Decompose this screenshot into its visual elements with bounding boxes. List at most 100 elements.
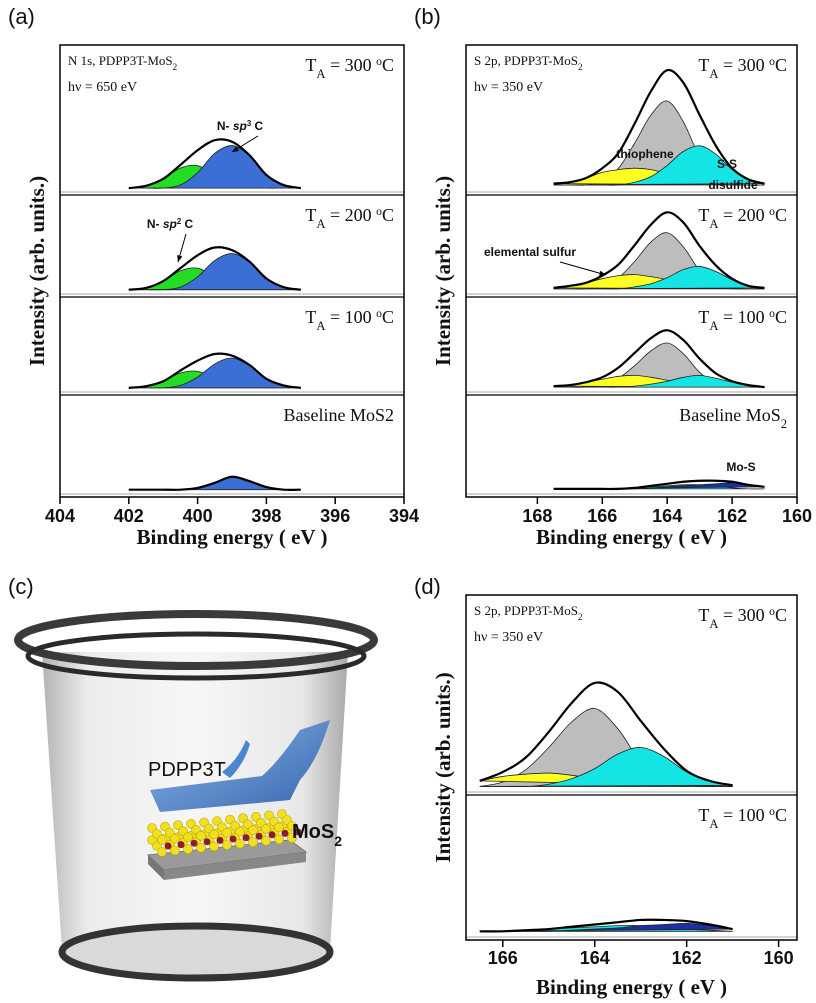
- text-part: T: [698, 307, 709, 327]
- peak-annotation: N- sp3 C: [217, 119, 264, 134]
- y-axis-label: Intensity (arb. units.): [25, 176, 49, 366]
- panel-label: (d): [414, 574, 441, 599]
- text-part: C: [775, 805, 787, 825]
- text-part: MoS: [292, 821, 334, 843]
- x-tick-label: 164: [580, 948, 610, 968]
- text-part: C: [382, 55, 394, 75]
- condition-label: TA = 300 oC: [698, 55, 787, 82]
- text-part: = 200: [325, 205, 376, 225]
- text-part: A: [316, 319, 325, 333]
- text-part: N 1s, PDPP3T-MoS: [68, 53, 173, 68]
- plot-frame: [59, 44, 405, 498]
- text-part: o: [769, 805, 775, 818]
- envelope-line: [128, 138, 301, 190]
- sulfur-atom: [235, 838, 245, 849]
- substrate-front: [164, 852, 306, 880]
- condition-label: TA = 300 oC: [305, 55, 394, 82]
- text-part: A: [316, 217, 325, 231]
- arrow-head: [599, 270, 606, 276]
- text-part: 2: [334, 833, 342, 849]
- x-tick-label: 164: [652, 506, 682, 526]
- sulfur-atom: [261, 835, 271, 846]
- x-tick-label: 404: [45, 506, 75, 526]
- x-tick-label: 166: [488, 948, 518, 968]
- panel-label: (b): [414, 4, 441, 29]
- panel-label: (c): [8, 574, 34, 599]
- text-part: 2: [578, 612, 583, 622]
- arrow-head: [232, 146, 239, 152]
- text-part: C: [251, 119, 263, 133]
- condition-label: TA = 200 oC: [698, 205, 787, 232]
- text-part: C: [382, 307, 394, 327]
- condition-label: Baseline MoS2: [284, 405, 395, 425]
- peak-annotation: elemental sulfur: [484, 245, 576, 259]
- illustration-label: MoS2: [292, 821, 342, 849]
- condition-label: Baseline MoS2: [679, 405, 787, 431]
- beaker-ring: [25, 631, 367, 681]
- x-tick-label: 396: [320, 506, 350, 526]
- sulfur-atom: [196, 830, 206, 841]
- text-part: T: [698, 805, 709, 825]
- sulfur-atom: [261, 823, 271, 834]
- text-part: = 300: [718, 55, 769, 75]
- text-part: T: [698, 205, 709, 225]
- sulfur-atom: [183, 832, 193, 843]
- envelope-line: [553, 479, 765, 491]
- text-part: o: [769, 55, 775, 68]
- sulfur-atom: [196, 842, 206, 853]
- molybdenum-atom: [281, 829, 289, 837]
- sulfur-atom: [157, 835, 167, 845]
- sulfur-atom: [274, 834, 284, 845]
- text-part: N-: [217, 119, 233, 133]
- text-part: sp: [233, 119, 247, 133]
- molybdenum-atom: [268, 831, 276, 839]
- sulfur-atom: [274, 822, 284, 833]
- text-part: = 300: [325, 55, 376, 75]
- envelope-line: [553, 211, 765, 289]
- x-tick-label: 402: [114, 506, 144, 526]
- envelope-line: [128, 246, 301, 291]
- text-part: T: [305, 55, 316, 75]
- text-part: C: [181, 217, 193, 231]
- text-part: C: [382, 205, 394, 225]
- text-part: sp: [163, 217, 177, 231]
- beaker-illustration: [14, 610, 378, 982]
- x-tick-label: 400: [183, 506, 213, 526]
- sulfur-atom: [157, 847, 167, 857]
- text-part: = 100: [718, 307, 769, 327]
- molybdenum-atom: [229, 835, 237, 843]
- text-part: S 2p, PDPP3T-MoS: [474, 603, 578, 618]
- x-tick-label: 160: [782, 506, 812, 526]
- text-part: N-: [147, 217, 163, 231]
- sulfur-atom: [222, 840, 232, 850]
- envelope-line: [128, 475, 301, 491]
- sulfur-atom: [222, 828, 232, 838]
- sulfur-atom: [183, 844, 193, 855]
- illustration-label: PDPP3T: [148, 759, 226, 781]
- text-part: 2: [173, 62, 178, 72]
- x-tick-label: 162: [672, 948, 702, 968]
- text-part: = 300: [718, 605, 769, 625]
- molybdenum-atom: [216, 836, 224, 844]
- peak-annotation: thiophene: [616, 147, 674, 161]
- peak-annotation: Mo-S: [726, 460, 755, 474]
- sulfur-atom: [287, 833, 297, 843]
- arrow-head: [177, 255, 183, 262]
- text-part: T: [305, 307, 316, 327]
- x-axis-label: Binding energy ( eV ): [536, 525, 727, 549]
- text-part: A: [709, 617, 718, 631]
- plot-frame: [465, 594, 798, 941]
- envelope-line: [128, 352, 301, 389]
- text-part: A: [709, 319, 718, 333]
- condition-label: TA = 200 oC: [305, 205, 394, 232]
- beaker-bottom: [58, 922, 334, 982]
- envelope-line: [553, 329, 765, 389]
- x-tick-label: 398: [251, 506, 281, 526]
- sulfur-atom: [248, 837, 258, 848]
- y-axis-label: Intensity (arb. units.): [431, 176, 455, 366]
- text-part: 2: [781, 417, 787, 431]
- text-part: o: [376, 55, 382, 68]
- envelope-line: [479, 681, 733, 787]
- molybdenum-atom: [255, 832, 263, 840]
- text-part: C: [775, 205, 787, 225]
